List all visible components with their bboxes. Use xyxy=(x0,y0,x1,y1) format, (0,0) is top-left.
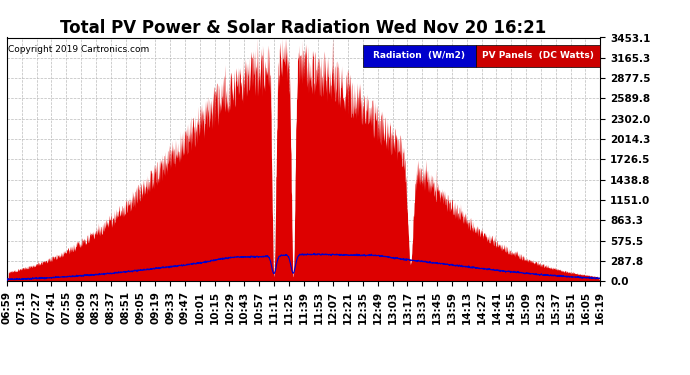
Text: Copyright 2019 Cartronics.com: Copyright 2019 Cartronics.com xyxy=(8,45,149,54)
FancyBboxPatch shape xyxy=(475,45,600,67)
FancyBboxPatch shape xyxy=(363,45,475,67)
Text: Radiation  (W/m2): Radiation (W/m2) xyxy=(373,51,465,60)
Title: Total PV Power & Solar Radiation Wed Nov 20 16:21: Total PV Power & Solar Radiation Wed Nov… xyxy=(61,20,546,38)
Text: PV Panels  (DC Watts): PV Panels (DC Watts) xyxy=(482,51,594,60)
